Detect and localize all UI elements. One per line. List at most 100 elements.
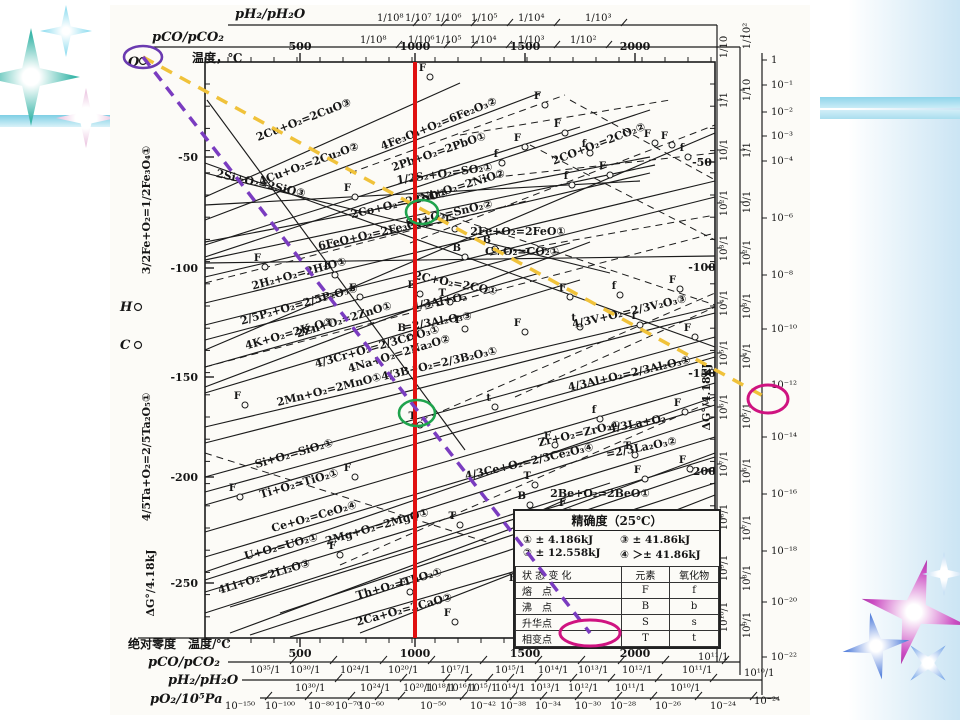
svg-text:f: f [494,149,499,160]
svg-text:f: f [612,281,617,292]
svg-text:B: B [518,491,526,502]
svg-text:500: 500 [289,647,312,660]
svg-text:10³⁰/1: 10³⁰/1 [290,665,320,676]
svg-text:F: F [679,455,686,466]
row-label: 熔 点 [515,582,622,599]
svg-text:10⁵/1: 10⁵/1 [742,403,753,429]
row-oxide-symbol: t [669,630,719,647]
legend-item: ④ ＞± 41.86kJ [620,549,701,561]
svg-text:F: F [634,465,641,476]
svg-text:10⁹/1: 10⁹/1 [742,612,753,638]
right-cyan-bar-bottom [820,110,960,119]
header-element: 元素 [620,566,671,583]
svg-text:1/10: 1/10 [742,79,753,101]
svg-text:10⁻⁸⁰: 10⁻⁸⁰ [308,701,334,712]
svg-text:10¹²/1: 10¹²/1 [622,665,652,676]
top-scale-label-ph2-ph2o: pH₂/pH₂O [235,7,306,22]
svg-text:10¹⁴/1: 10¹⁴/1 [495,683,525,694]
svg-text:10¹⁴/1: 10¹⁴/1 [538,665,568,676]
svg-text:4/3V+O₂=2/3V₂O₃③: 4/3V+O₂=2/3V₂O₃③ [571,292,688,331]
svg-text:2Mn+O₂=2MnO①: 2Mn+O₂=2MnO① [275,370,382,409]
svg-text:10⁻¹⁴: 10⁻¹⁴ [771,432,797,443]
svg-text:B: B [453,243,461,254]
svg-text:10⁻³⁰: 10⁻³⁰ [575,701,601,712]
svg-text:10⁻¹⁰: 10⁻¹⁰ [771,324,797,335]
svg-text:10¹¹/1: 10¹¹/1 [682,665,712,676]
svg-text:f: f [592,405,597,416]
absolute-zero-label: 绝对零度 [128,637,177,651]
svg-text:1/10⁸: 1/10⁸ [377,13,403,24]
svg-text:f: f [564,171,569,182]
svg-text:10¹⁵/1: 10¹⁵/1 [495,665,525,676]
svg-text:10⁻⁷⁰: 10⁻⁷⁰ [335,701,361,712]
svg-text:10³⁵/1: 10³⁵/1 [250,665,280,676]
svg-text:F: F [554,119,561,130]
svg-text:10²⁴/1: 10²⁴/1 [340,665,370,676]
legend-item: ② ± 12.558kJ [523,547,601,559]
row-label: 沸 点 [515,598,622,615]
right-nomograph-scales: 1/10 1/1 10/1 10²/1 10³/1 10⁴/1 10⁵/1 10⁶/1 10⁷/… [717,23,797,663]
legend-item: ③ ± 41.86kJ [620,534,691,546]
svg-text:4/3Al+O₂=2/3Al₂O₃①: 4/3Al+O₂=2/3Al₂O₃① [567,353,692,394]
table-header-row: 状 态 变 化 元素 氧化物 [515,566,719,583]
svg-text:-250: -250 [170,577,198,590]
svg-text:10⁻¹: 10⁻¹ [771,80,793,91]
svg-text:F: F [444,608,451,619]
svg-text:2000: 2000 [620,40,651,53]
table-row: 沸 点 B b [515,598,719,615]
table-row: 相变点 T t [515,630,719,647]
svg-text:F: F [599,161,606,172]
svg-text:ΔG°/4.18kJ: ΔG°/4.18kJ [144,549,157,616]
svg-text:10/1: 10/1 [742,191,753,213]
right-cyan-bar-top [820,97,960,108]
svg-text:10/1: 10/1 [719,139,730,161]
svg-text:1500: 1500 [510,647,541,660]
svg-text:F: F [559,283,566,294]
bottom-scale-label-ph2-ph2o: pH₂/pH₂O [168,673,239,688]
top-scale-label-pco-pco2: pCO/pCO₂ [152,30,224,45]
svg-text:2Be+O₂=2BeO①: 2Be+O₂=2BeO① [550,487,650,500]
svg-text:1/1: 1/1 [719,92,730,108]
svg-text:1/10³: 1/10³ [518,35,544,46]
svg-text:-100: -100 [688,261,716,274]
svg-text:10⁻³: 10⁻³ [771,131,793,142]
svg-text:10⁻²⁴: 10⁻²⁴ [710,701,736,712]
svg-text:4/3La+O₂: 4/3La+O₂ [608,412,667,436]
table-row: 升华点 S s [515,614,719,631]
svg-text:10¹⁰/1: 10¹⁰/1 [719,602,730,632]
svg-text:10⁻²⁸: 10⁻²⁸ [610,701,636,712]
svg-text:10¹²/1: 10¹²/1 [568,683,598,694]
svg-text:10⁴/1: 10⁴/1 [742,343,753,369]
sparkle-star-icon [56,88,116,148]
svg-text:2Cu+O₂=2CuO③: 2Cu+O₂=2CuO③ [254,96,353,144]
svg-text:F: F [669,275,676,286]
svg-text:f: f [680,143,685,154]
svg-text:10³⁰/1: 10³⁰/1 [295,683,325,694]
svg-text:1/10⁵: 1/10⁵ [471,13,497,24]
accuracy-legend: 精确度（25℃） ① ± 4.186kJ ③ ± 41.86kJ ② ± 12.… [513,509,721,649]
svg-text:F: F [234,391,241,402]
svg-text:F: F [344,463,351,474]
svg-text:10⁻⁶: 10⁻⁶ [771,213,793,224]
svg-text:1/10⁵: 1/10⁵ [435,35,461,46]
svg-text:10¹⁶/1: 10¹⁶/1 [446,683,476,694]
svg-text:10⁻⁸: 10⁻⁸ [771,270,793,281]
svg-text:1/10⁶: 1/10⁶ [435,13,461,24]
svg-text:1000: 1000 [400,40,431,53]
svg-text:500: 500 [289,40,312,53]
svg-text:10⁻¹⁶: 10⁻¹⁶ [771,489,797,500]
svg-text:4/5Ta+O₂=2/5Ta₂O₅①: 4/5Ta+O₂=2/5Ta₂O₅① [140,393,153,522]
row-oxide-symbol: b [669,598,719,615]
bottom-scale-label-po2: pO₂/10⁵Pa [150,692,223,707]
ellingham-diagram: 500 500 1000 1000 1500 1500 2000 2000 -50 -100 -15… [110,5,810,715]
svg-text:1/10⁸: 1/10⁸ [360,35,386,46]
svg-text:10⁻²: 10⁻² [771,107,793,118]
svg-text:T: T [524,471,532,482]
svg-text:-200: -200 [170,471,198,484]
svg-text:1000: 1000 [400,647,431,660]
svg-text:1/10⁶: 1/10⁶ [408,35,434,46]
svg-text:10⁹/1: 10⁹/1 [719,555,730,581]
svg-text:10⁷/1: 10⁷/1 [719,451,730,477]
